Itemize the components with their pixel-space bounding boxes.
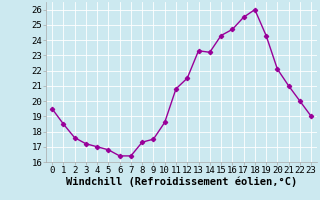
X-axis label: Windchill (Refroidissement éolien,°C): Windchill (Refroidissement éolien,°C)	[66, 177, 297, 187]
